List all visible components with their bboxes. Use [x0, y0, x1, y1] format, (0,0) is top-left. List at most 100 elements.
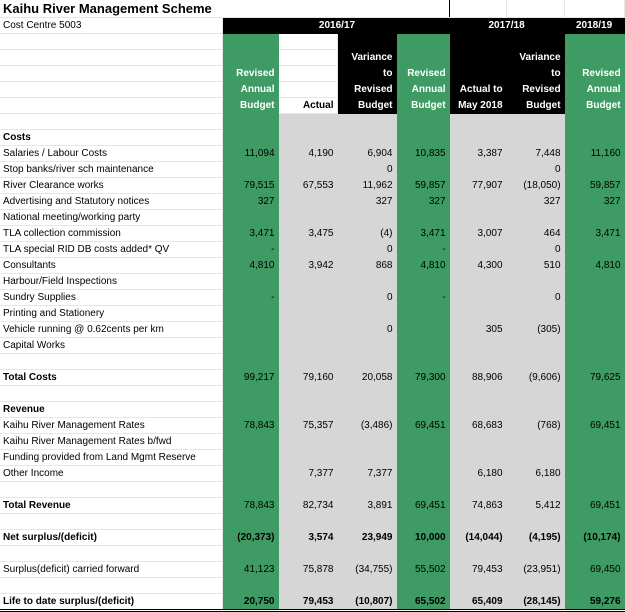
- value-cell[interactable]: [449, 241, 507, 258]
- empty-cell[interactable]: [449, 0, 507, 18]
- value-cell[interactable]: [222, 545, 279, 562]
- value-cell[interactable]: [396, 273, 450, 290]
- value-cell[interactable]: [506, 305, 565, 322]
- value-cell[interactable]: [278, 289, 338, 306]
- value-cell[interactable]: 11,094: [222, 145, 279, 162]
- empty-cell[interactable]: [506, 0, 565, 18]
- value-cell[interactable]: [278, 161, 338, 178]
- value-cell[interactable]: [278, 433, 338, 450]
- value-cell[interactable]: 3,471: [396, 225, 450, 242]
- value-cell[interactable]: -: [396, 289, 450, 306]
- value-cell[interactable]: [564, 545, 625, 562]
- value-cell[interactable]: [506, 273, 565, 290]
- value-cell[interactable]: 3,471: [222, 225, 279, 242]
- value-cell[interactable]: [337, 577, 397, 594]
- value-cell[interactable]: [449, 401, 507, 418]
- value-cell[interactable]: [222, 161, 279, 178]
- value-cell[interactable]: 79,625: [564, 369, 625, 386]
- value-cell[interactable]: [506, 385, 565, 402]
- value-cell[interactable]: [449, 385, 507, 402]
- value-cell[interactable]: [278, 401, 338, 418]
- value-cell[interactable]: [222, 129, 279, 146]
- value-cell[interactable]: 464: [506, 225, 565, 242]
- value-cell[interactable]: 10,835: [396, 145, 450, 162]
- value-cell[interactable]: 78,843: [222, 417, 279, 434]
- value-cell[interactable]: [222, 385, 279, 402]
- value-cell[interactable]: 11,962: [337, 177, 397, 194]
- value-cell[interactable]: [396, 385, 450, 402]
- value-cell[interactable]: [278, 481, 338, 498]
- value-cell[interactable]: 77,907: [449, 177, 507, 194]
- value-cell[interactable]: [506, 129, 565, 146]
- value-cell[interactable]: [449, 209, 507, 226]
- value-cell[interactable]: [337, 545, 397, 562]
- value-cell[interactable]: [449, 193, 507, 210]
- value-cell[interactable]: [449, 353, 507, 370]
- value-cell[interactable]: 69,451: [564, 497, 625, 514]
- value-cell[interactable]: [278, 337, 338, 354]
- value-cell[interactable]: [506, 449, 565, 466]
- value-cell[interactable]: (305): [506, 321, 565, 338]
- value-cell[interactable]: 0: [337, 321, 397, 338]
- empty-cell[interactable]: [564, 0, 625, 18]
- value-cell[interactable]: 78,843: [222, 497, 279, 514]
- value-cell[interactable]: (28,145): [506, 593, 565, 612]
- value-cell[interactable]: [222, 481, 279, 498]
- value-cell[interactable]: 20,058: [337, 369, 397, 386]
- value-cell[interactable]: [564, 209, 625, 226]
- value-cell[interactable]: 65,409: [449, 593, 507, 612]
- value-cell[interactable]: 82,734: [278, 497, 338, 514]
- value-cell[interactable]: [506, 401, 565, 418]
- value-cell[interactable]: -: [396, 241, 450, 258]
- value-cell[interactable]: [396, 577, 450, 594]
- value-cell[interactable]: (18,050): [506, 177, 565, 194]
- value-cell[interactable]: [396, 337, 450, 354]
- value-cell[interactable]: [337, 129, 397, 146]
- value-cell[interactable]: [506, 513, 565, 530]
- value-cell[interactable]: [396, 481, 450, 498]
- value-cell[interactable]: [222, 401, 279, 418]
- value-cell[interactable]: [506, 353, 565, 370]
- value-cell[interactable]: (4): [337, 225, 397, 242]
- value-cell[interactable]: [222, 513, 279, 530]
- value-cell[interactable]: [337, 449, 397, 466]
- value-cell[interactable]: 59,857: [396, 177, 450, 194]
- value-cell[interactable]: 3,475: [278, 225, 338, 242]
- value-cell[interactable]: [222, 353, 279, 370]
- value-cell[interactable]: [222, 321, 279, 338]
- value-cell[interactable]: [278, 353, 338, 370]
- value-cell[interactable]: [449, 433, 507, 450]
- value-cell[interactable]: 5,412: [506, 497, 565, 514]
- value-cell[interactable]: [278, 545, 338, 562]
- value-cell[interactable]: 7,377: [337, 465, 397, 482]
- value-cell[interactable]: 79,300: [396, 369, 450, 386]
- value-cell[interactable]: 79,453: [278, 593, 338, 612]
- value-cell[interactable]: [564, 577, 625, 594]
- value-cell[interactable]: [564, 513, 625, 530]
- value-cell[interactable]: 88,906: [449, 369, 507, 386]
- value-cell[interactable]: 3,471: [564, 225, 625, 242]
- value-cell[interactable]: [278, 129, 338, 146]
- value-cell[interactable]: 327: [222, 193, 279, 210]
- value-cell[interactable]: (23,951): [506, 561, 565, 578]
- value-cell[interactable]: [222, 209, 279, 226]
- value-cell[interactable]: 327: [506, 193, 565, 210]
- value-cell[interactable]: [222, 465, 279, 482]
- value-cell[interactable]: 4,300: [449, 257, 507, 274]
- value-cell[interactable]: 69,451: [396, 417, 450, 434]
- value-cell[interactable]: [564, 161, 625, 178]
- value-cell[interactable]: [222, 305, 279, 322]
- value-cell[interactable]: 7,448: [506, 145, 565, 162]
- value-cell[interactable]: [222, 273, 279, 290]
- value-cell[interactable]: (9,606): [506, 369, 565, 386]
- value-cell[interactable]: [506, 433, 565, 450]
- value-cell[interactable]: 79,453: [449, 561, 507, 578]
- value-cell[interactable]: (14,044): [449, 529, 507, 546]
- value-cell[interactable]: 11,160: [564, 145, 625, 162]
- value-cell[interactable]: [449, 129, 507, 146]
- value-cell[interactable]: 305: [449, 321, 507, 338]
- value-cell[interactable]: [278, 209, 338, 226]
- value-cell[interactable]: 3,387: [449, 145, 507, 162]
- value-cell[interactable]: 4,810: [564, 257, 625, 274]
- value-cell[interactable]: [337, 481, 397, 498]
